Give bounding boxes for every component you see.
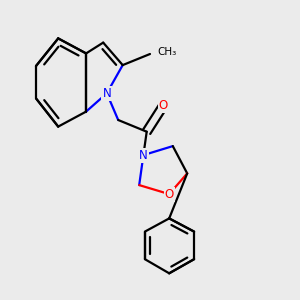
Text: N: N [139,148,148,162]
Text: CH₃: CH₃ [158,46,177,57]
Text: O: O [165,188,174,201]
Text: O: O [159,99,168,112]
Text: N: N [102,87,111,100]
